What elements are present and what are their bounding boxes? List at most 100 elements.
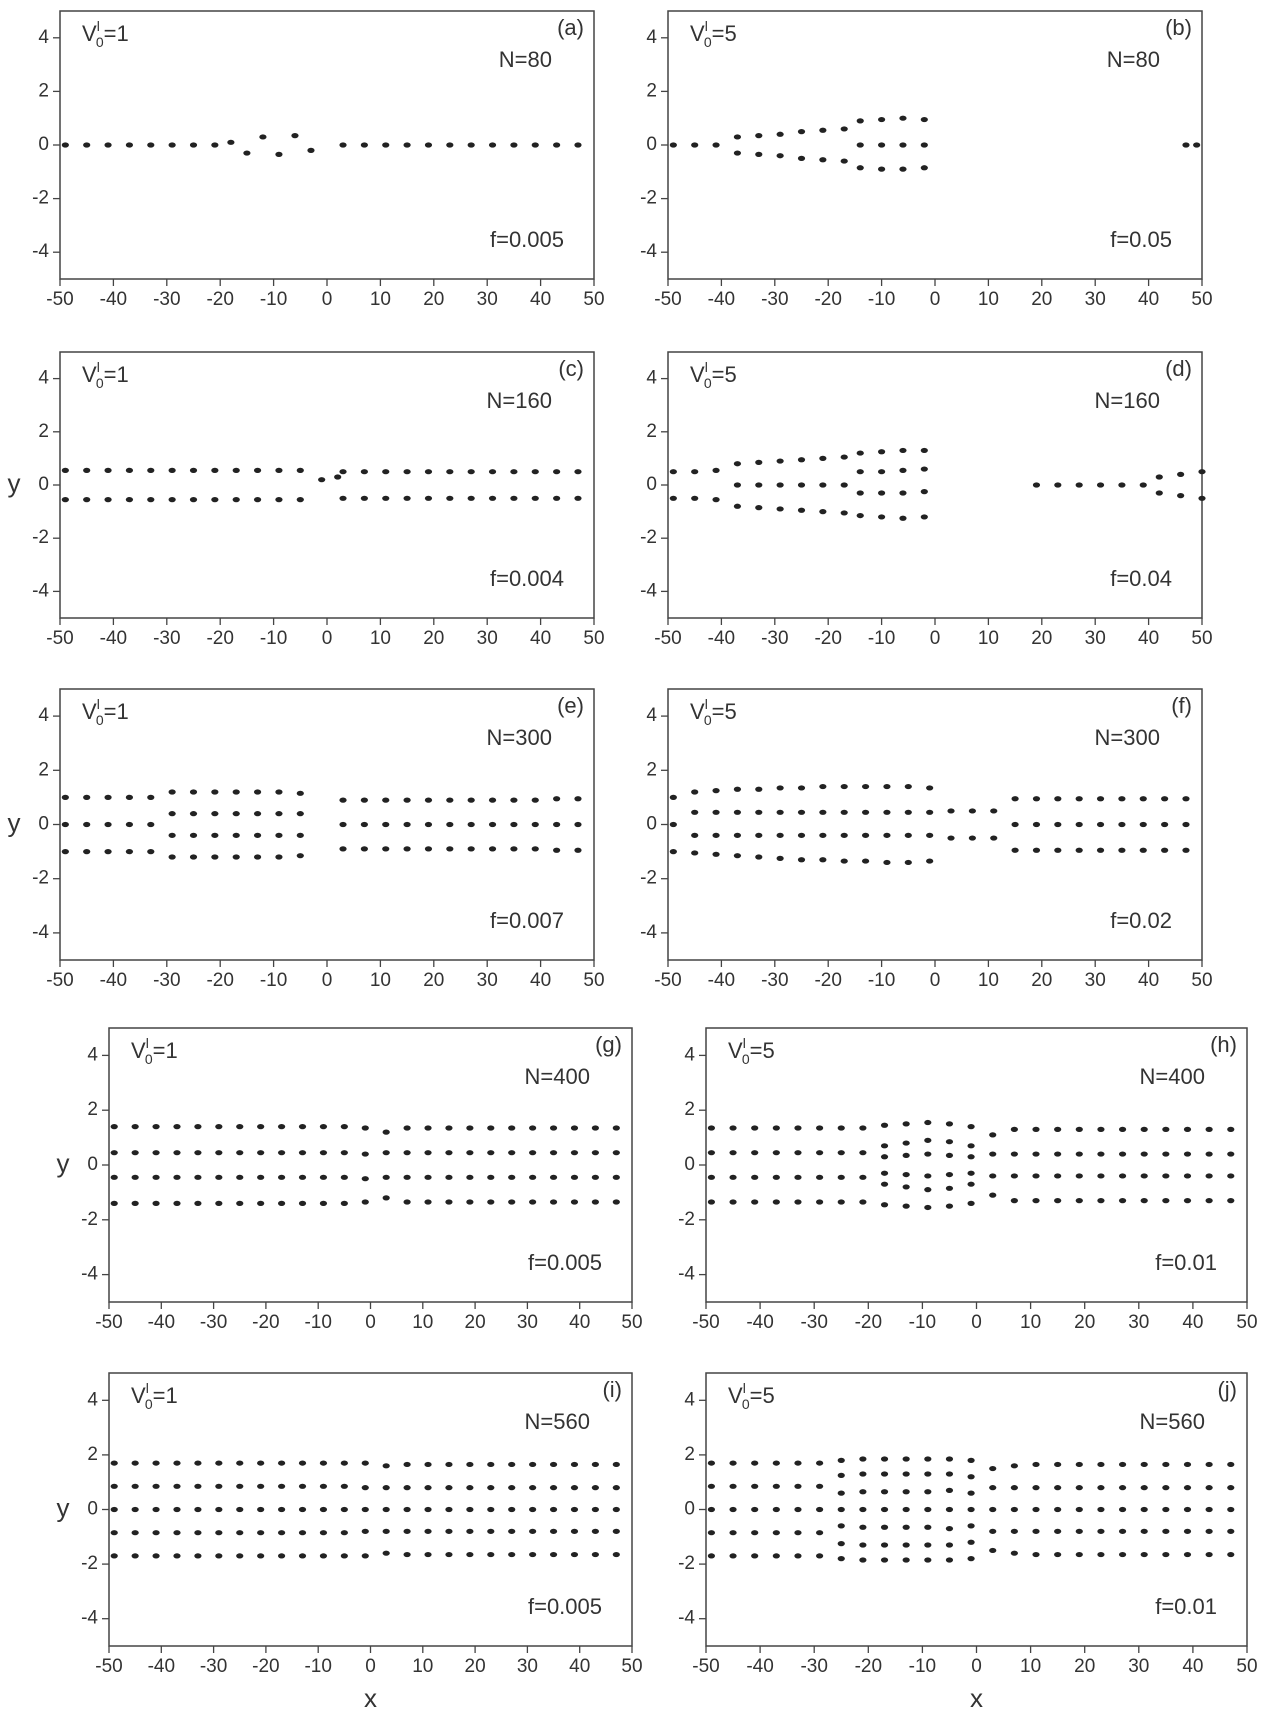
point bbox=[1075, 482, 1083, 488]
y-tick-label: 0 bbox=[646, 474, 657, 495]
point bbox=[861, 809, 870, 815]
point bbox=[549, 1528, 558, 1534]
point bbox=[816, 1199, 824, 1205]
point bbox=[794, 1530, 802, 1536]
point bbox=[924, 1137, 932, 1143]
point bbox=[1162, 1126, 1170, 1132]
point bbox=[861, 858, 870, 864]
potential-superscript: l bbox=[743, 1035, 746, 1051]
point bbox=[859, 1125, 867, 1131]
point bbox=[880, 1524, 889, 1530]
point bbox=[257, 1174, 265, 1180]
point bbox=[1032, 796, 1041, 802]
y-tick-label: 4 bbox=[87, 1389, 98, 1410]
point bbox=[339, 469, 347, 475]
point bbox=[574, 469, 582, 475]
point bbox=[424, 1528, 432, 1534]
point bbox=[1227, 1551, 1235, 1558]
point bbox=[945, 1121, 954, 1127]
point bbox=[1227, 1198, 1235, 1204]
y-tick-label: -4 bbox=[678, 1264, 695, 1285]
x-tick-label: 30 bbox=[477, 289, 498, 310]
point bbox=[1011, 821, 1019, 828]
point bbox=[549, 1506, 558, 1513]
f-annotation: f=0.04 bbox=[1110, 566, 1172, 591]
point bbox=[707, 1553, 716, 1559]
x-tick-label: 30 bbox=[1128, 1656, 1149, 1677]
point bbox=[131, 1553, 139, 1559]
potential-subscript: 0 bbox=[742, 1051, 750, 1067]
point bbox=[253, 832, 262, 838]
point bbox=[168, 142, 176, 148]
x-tick-label: -30 bbox=[153, 628, 180, 649]
potential-annotation: Vl 0=5 bbox=[690, 696, 737, 728]
y-tick-label: 4 bbox=[38, 27, 49, 48]
point bbox=[360, 469, 368, 475]
y-tick-label: -4 bbox=[640, 922, 657, 943]
point bbox=[612, 1150, 620, 1156]
point bbox=[1118, 1151, 1127, 1157]
point bbox=[707, 1460, 716, 1466]
point bbox=[510, 797, 518, 803]
point bbox=[707, 1125, 716, 1131]
point bbox=[733, 832, 742, 838]
point bbox=[1075, 1198, 1083, 1204]
n-annotation: N=160 bbox=[1095, 388, 1160, 413]
x-tick-label: -40 bbox=[148, 1656, 175, 1677]
x-tick-label: 40 bbox=[1182, 1312, 1203, 1333]
point bbox=[819, 157, 827, 163]
point bbox=[989, 1173, 997, 1179]
point bbox=[840, 482, 848, 488]
y-tick-label: -2 bbox=[678, 1209, 695, 1230]
point bbox=[1075, 1485, 1083, 1491]
point bbox=[236, 1483, 244, 1489]
potential-annotation: Vl 0=1 bbox=[131, 1035, 178, 1067]
x-tick-label: 20 bbox=[423, 970, 444, 991]
point bbox=[173, 1460, 181, 1466]
point bbox=[1227, 1173, 1235, 1179]
panel-label: (i) bbox=[602, 1377, 622, 1402]
point bbox=[1118, 1461, 1127, 1468]
point bbox=[859, 1524, 867, 1530]
point bbox=[83, 849, 91, 855]
point bbox=[899, 467, 907, 473]
point bbox=[729, 1125, 737, 1131]
point bbox=[1075, 1151, 1083, 1157]
point bbox=[510, 495, 518, 501]
point bbox=[236, 1200, 244, 1206]
x-tick-label: -20 bbox=[855, 1656, 882, 1677]
point bbox=[1054, 821, 1062, 828]
point bbox=[487, 1150, 495, 1156]
x-tick-label: -50 bbox=[654, 970, 681, 991]
x-tick-label: 40 bbox=[1182, 1656, 1203, 1677]
point bbox=[945, 1152, 954, 1159]
point bbox=[570, 1199, 579, 1205]
point bbox=[466, 1461, 474, 1468]
point bbox=[319, 1553, 328, 1559]
point bbox=[591, 1551, 599, 1558]
point bbox=[570, 1551, 579, 1558]
point bbox=[967, 1457, 975, 1463]
point bbox=[945, 1171, 954, 1178]
point bbox=[861, 783, 870, 790]
point bbox=[403, 1461, 411, 1468]
y-axis-label: y bbox=[57, 1492, 70, 1522]
point bbox=[1010, 1198, 1018, 1204]
point bbox=[755, 786, 763, 792]
potential-subscript: 0 bbox=[704, 34, 712, 50]
point bbox=[794, 1460, 802, 1466]
point bbox=[856, 469, 864, 475]
point bbox=[445, 1125, 453, 1131]
point bbox=[445, 1461, 453, 1468]
point bbox=[840, 158, 848, 164]
point bbox=[298, 1174, 307, 1180]
y-tick-label: 0 bbox=[684, 1499, 695, 1520]
point bbox=[570, 1150, 579, 1156]
x-tick-label: -30 bbox=[800, 1656, 827, 1677]
point bbox=[797, 809, 806, 815]
y-tick-label: -4 bbox=[640, 580, 657, 601]
point bbox=[859, 1542, 867, 1548]
x-axis-label: x bbox=[970, 1683, 983, 1713]
